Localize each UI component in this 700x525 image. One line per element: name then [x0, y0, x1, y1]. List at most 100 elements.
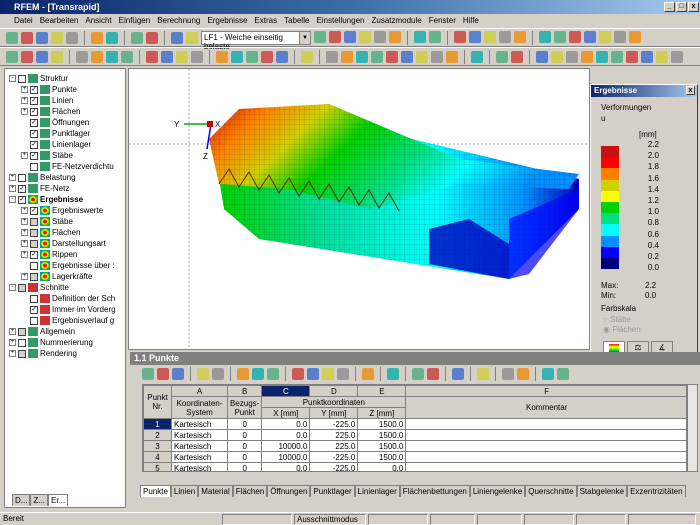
toolbar-button-icon[interactable]: [341, 50, 353, 63]
toolbar-button-icon[interactable]: [386, 50, 398, 63]
expand-icon[interactable]: +: [21, 229, 28, 236]
tree-item[interactable]: + ✓ Stäbe: [21, 150, 73, 161]
tree-item[interactable]: + ✓ Punkte: [21, 84, 77, 95]
table-tab[interactable]: Punktlager: [310, 485, 355, 497]
radio-surfaces[interactable]: ◉ Flächen: [603, 325, 641, 334]
table-tab[interactable]: Material: [198, 485, 233, 497]
toolbar-button-icon[interactable]: [614, 30, 626, 43]
toolbar-button-icon[interactable]: [554, 30, 566, 43]
expand-icon[interactable]: +: [21, 207, 28, 214]
toolbar-button-icon[interactable]: [356, 50, 368, 63]
toolbar-button-icon[interactable]: [161, 50, 173, 63]
tree-item[interactable]: + Allgemein: [9, 326, 75, 337]
table-row[interactable]: 4 Kartesisch 0 10000.0 -225.0 1500.0: [143, 451, 686, 463]
tree-item[interactable]: + ✓ FE-Netz: [9, 183, 69, 194]
table-tab[interactable]: Linien: [170, 485, 199, 497]
x-coord[interactable]: 10000.0: [261, 440, 311, 452]
coord-system[interactable]: Kartesisch: [171, 462, 228, 471]
toolbar-button-icon[interactable]: [416, 50, 428, 63]
toolbar-button-icon[interactable]: [307, 368, 319, 380]
checkbox[interactable]: [30, 261, 38, 270]
toolbar-button-icon[interactable]: [551, 50, 563, 63]
col-letter-f[interactable]: F: [405, 385, 686, 397]
table-tab[interactable]: Flächenbettungen: [399, 485, 470, 497]
checkbox[interactable]: [30, 162, 38, 171]
y-coord[interactable]: -225.0: [309, 418, 359, 430]
toolbar-button-icon[interactable]: [329, 30, 341, 43]
checkbox[interactable]: ✓: [30, 118, 38, 127]
checkbox[interactable]: ✓: [30, 140, 38, 149]
results-close-button[interactable]: x: [686, 86, 695, 95]
toolbar-button-icon[interactable]: [629, 30, 641, 43]
expand-icon[interactable]: +: [9, 174, 16, 181]
toolbar-button-icon[interactable]: [596, 50, 608, 63]
table-tab[interactable]: Öffnungen: [267, 485, 311, 497]
toolbar-button-icon[interactable]: [36, 31, 48, 44]
toolbar-button-icon[interactable]: [231, 50, 243, 63]
toolbar-button-icon[interactable]: [212, 368, 224, 380]
checkbox[interactable]: [30, 316, 38, 325]
toolbar-button-icon[interactable]: [172, 368, 184, 380]
tree-item[interactable]: ✓ Öffnungen: [21, 117, 89, 128]
toolbar-button-icon[interactable]: [176, 50, 188, 63]
toolbar-button-icon[interactable]: [514, 30, 526, 43]
checkbox[interactable]: [18, 283, 26, 292]
menu-item-9[interactable]: Zusatzmodule: [371, 16, 422, 25]
menu-item-1[interactable]: Bearbeiten: [39, 16, 79, 25]
tree-item[interactable]: + Flächen: [21, 227, 80, 238]
tree-item[interactable]: + Lagerkräfte: [21, 271, 92, 282]
toolbar-button-icon[interactable]: [76, 50, 88, 63]
expand-icon[interactable]: +: [9, 339, 16, 346]
coord-system[interactable]: Kartesisch: [171, 440, 228, 452]
toolbar-button-icon[interactable]: [626, 50, 638, 63]
row-number[interactable]: 3: [143, 440, 172, 452]
toolbar-button-icon[interactable]: [142, 368, 154, 380]
menu-item-8[interactable]: Einstellungen: [316, 16, 365, 25]
toolbar-button-icon[interactable]: [611, 50, 623, 63]
toolbar-button-icon[interactable]: [656, 50, 668, 63]
expand-icon[interactable]: +: [21, 108, 28, 115]
toolbar-button-icon[interactable]: [191, 50, 203, 63]
toolbar-button-icon[interactable]: [267, 368, 279, 380]
table-tab[interactable]: Querschnitte: [525, 485, 577, 497]
toolbar-button-icon[interactable]: [91, 31, 103, 44]
toolbar-button-icon[interactable]: [454, 30, 466, 43]
ref-point[interactable]: 0: [226, 440, 263, 452]
toolbar-button-icon[interactable]: [374, 30, 386, 43]
comment[interactable]: [405, 418, 686, 430]
toolbar-button-icon[interactable]: [51, 31, 63, 44]
table-row[interactable]: 2 Kartesisch 0 0.0 225.0 1500.0: [143, 429, 686, 441]
radio-members[interactable]: ○ Stäbe: [603, 315, 631, 324]
table-tab[interactable]: Liniengelenke: [469, 485, 526, 497]
toolbar-button-icon[interactable]: [237, 368, 249, 380]
tree-item[interactable]: - Schnitte: [9, 282, 69, 293]
tree-item[interactable]: ✓ Linienlager: [21, 139, 91, 150]
menu-item-4[interactable]: Berechnung: [157, 16, 201, 25]
expand-icon[interactable]: -: [9, 196, 16, 203]
menu-item-2[interactable]: Ansicht: [85, 16, 112, 25]
tree-item[interactable]: Ergebnisse über :: [21, 260, 115, 271]
y-coord[interactable]: -225.0: [309, 451, 359, 463]
toolbar-button-icon[interactable]: [499, 30, 511, 43]
toolbar-button-icon[interactable]: [566, 50, 578, 63]
menu-item-3[interactable]: Einfügen: [118, 16, 151, 25]
z-coord[interactable]: 1500.0: [357, 429, 407, 441]
checkbox[interactable]: ✓: [18, 195, 26, 204]
toolbar-button-icon[interactable]: [671, 50, 683, 63]
toolbar-button-icon[interactable]: [157, 368, 169, 380]
checkbox[interactable]: [30, 239, 38, 248]
toolbar-button-icon[interactable]: [536, 50, 548, 63]
expand-icon[interactable]: +: [21, 86, 28, 93]
toolbar-button-icon[interactable]: [581, 50, 593, 63]
x-coord[interactable]: 10000.0: [261, 451, 311, 463]
x-coord[interactable]: 0.0: [261, 429, 311, 441]
expand-icon[interactable]: +: [9, 328, 16, 335]
scale-tab-icon[interactable]: ⚖: [627, 341, 649, 355]
menu-item-11[interactable]: Hilfe: [462, 16, 479, 25]
3d-viewport[interactable]: Y X Z: [128, 68, 590, 350]
toolbar-button-icon[interactable]: [477, 368, 489, 380]
toolbar-button-icon[interactable]: [569, 30, 581, 43]
toolbar-button-icon[interactable]: [517, 368, 529, 380]
expand-icon[interactable]: +: [21, 218, 28, 225]
checkbox[interactable]: [30, 217, 38, 226]
